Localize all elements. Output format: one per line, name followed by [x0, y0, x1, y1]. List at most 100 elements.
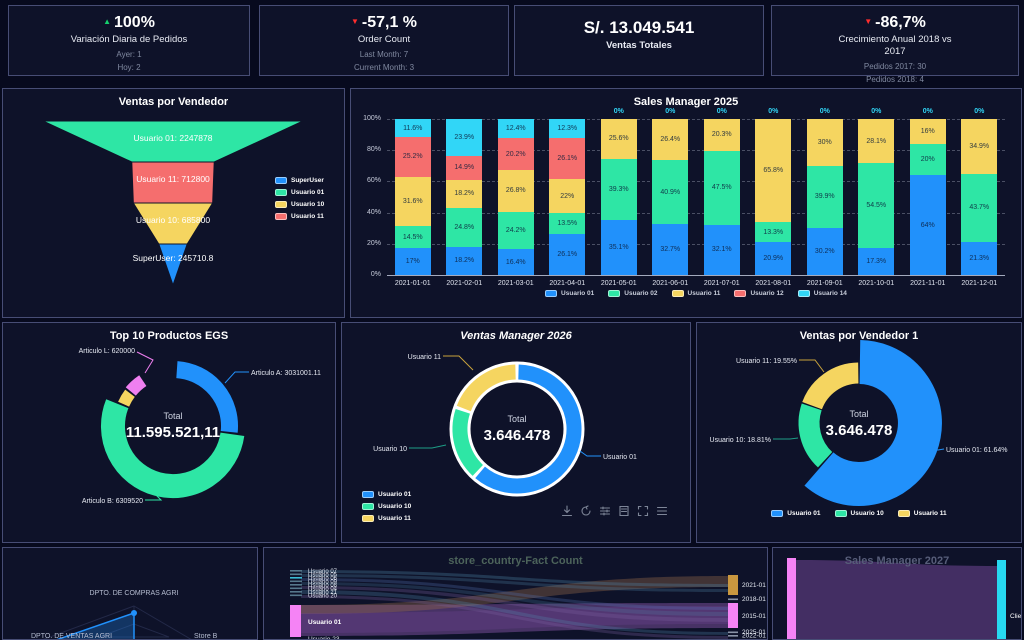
legend-item-Usuario 10[interactable]: Usuario 10	[834, 510, 884, 517]
sankey-flow[interactable]	[301, 574, 728, 592]
bar-segment-Usuario 02[interactable]: 47.5%	[703, 150, 740, 225]
legend-item-Usuario 01[interactable]: Usuario 01	[275, 189, 324, 196]
legend-item-Usuario 11[interactable]: Usuario 11	[362, 515, 411, 522]
radar-series-area[interactable]	[33, 611, 135, 639]
sankey-node-right[interactable]	[997, 560, 1006, 639]
sankey-node-Usuario 06[interactable]	[290, 577, 302, 579]
sankey-node-2025-01[interactable]	[728, 631, 738, 634]
legend-item-Usuario 10[interactable]: Usuario 10	[275, 201, 324, 208]
pie-slice-Usuario 01[interactable]	[804, 340, 942, 506]
fullscreen-icon[interactable]	[637, 505, 649, 517]
bar-segment-Usuario 02[interactable]: 14.5%	[394, 225, 431, 249]
bar-segment-Usuario 02[interactable]: 40.9%	[652, 160, 689, 224]
pie-slice-small[interactable]	[118, 389, 135, 407]
bar-segment-Usuario 02[interactable]: 13.3%	[755, 221, 792, 243]
sankey-node-2015-01[interactable]	[728, 603, 738, 628]
legend-item-Usuario 01[interactable]: Usuario 01	[545, 290, 594, 297]
bar-segment-Usuario 12[interactable]: 25.2%	[394, 137, 431, 177]
sankey-node-2018-01[interactable]	[728, 598, 738, 601]
bar-segment-Usuario 01[interactable]: 35.1%	[600, 220, 637, 275]
bar-segment-Usuario 01[interactable]: 64%	[909, 175, 946, 275]
sankey-node-Usuario 21[interactable]	[290, 591, 302, 593]
pie-slice-Articulo B[interactable]	[101, 399, 245, 499]
bar-segment-Usuario 11[interactable]: 30%	[806, 118, 843, 166]
sankey-flow[interactable]	[301, 578, 728, 610]
pie-slice-Articulo A[interactable]	[175, 361, 239, 433]
bar-segment-Usuario 02[interactable]: 39.9%	[806, 165, 843, 228]
bar-segment-Usuario 11[interactable]: 26.8%	[497, 169, 534, 212]
legend-item-Usuario 11[interactable]: Usuario 11	[897, 510, 947, 517]
pie-slice-Usuario 11[interactable]	[802, 362, 859, 410]
bar-segment-Usuario 02[interactable]: 24.2%	[497, 211, 534, 250]
bar-segment-Usuario 02[interactable]: 20%	[909, 143, 946, 176]
sankey-node-Usuario 08[interactable]	[290, 584, 302, 586]
data-view-icon[interactable]	[618, 505, 630, 517]
bar-segment-Usuario 11[interactable]: 16%	[909, 119, 946, 144]
bar-segment-Usuario 02[interactable]: 13.5%	[549, 213, 586, 235]
bar-segment-Usuario 01[interactable]: 32.1%	[703, 224, 740, 275]
sankey-flow[interactable]	[301, 606, 728, 633]
sankey-node-2021-01[interactable]	[728, 575, 738, 595]
sankey-node-Usuario 04[interactable]	[290, 587, 302, 590]
pie-slice-Usuario 01[interactable]	[475, 364, 582, 494]
bar-segment-Usuario 11[interactable]: 34.9%	[961, 119, 998, 174]
sankey-node-Usuario 05[interactable]	[290, 573, 302, 576]
bar-segment-Usuario 01[interactable]: 26.1%	[549, 234, 586, 275]
sankey-flow[interactable]	[301, 590, 728, 635]
legend-item-Usuario 14[interactable]: Usuario 14	[797, 290, 847, 297]
pie-slice-Usuario 10[interactable]	[452, 408, 484, 476]
pie-slice-Usuario 10[interactable]	[798, 403, 833, 468]
sankey-node-2022-01[interactable]	[728, 635, 738, 637]
radar-data-point[interactable]	[131, 610, 137, 616]
pie-slice-Articulo L[interactable]	[125, 375, 147, 396]
sankey-node-Usuario 07[interactable]	[290, 570, 302, 572]
sankey-node-left[interactable]	[787, 558, 796, 639]
bar-segment-Usuario 02[interactable]: 43.7%	[961, 173, 998, 242]
legend-item-Usuario 01[interactable]: Usuario 01	[362, 491, 411, 498]
bar-segment-Usuario 02[interactable]: 24.8%	[446, 207, 483, 247]
sankey-flow[interactable]	[301, 576, 728, 614]
bar-segment-Usuario 11[interactable]: 18.2%	[446, 179, 483, 208]
legend-item-Usuario 11[interactable]: Usuario 11	[275, 213, 324, 220]
menu-icon[interactable]	[656, 505, 668, 517]
bar-segment-Usuario 11[interactable]: 22%	[549, 178, 586, 214]
legend-item-Usuario 10[interactable]: Usuario 10	[362, 503, 411, 510]
legend-item-Usuario 02[interactable]: Usuario 02	[608, 290, 658, 297]
bar-segment-Usuario 12[interactable]: 26.1%	[549, 138, 586, 179]
bar-segment-Usuario 01[interactable]: 21.3%	[961, 241, 998, 275]
bar-segment-Usuario 02[interactable]: 54.5%	[858, 162, 895, 248]
bar-segment-Usuario 01[interactable]: 16.4%	[497, 249, 534, 275]
sankey-node-Usuario 01[interactable]	[290, 605, 301, 637]
download-icon[interactable]	[561, 505, 573, 517]
sankey-flow[interactable]	[301, 570, 728, 587]
bar-segment-Usuario 11[interactable]: 31.6%	[394, 176, 431, 226]
bar-segment-Usuario 02[interactable]: 39.3%	[600, 158, 637, 221]
bar-segment-Usuario 14[interactable]: 12.4%	[497, 119, 534, 139]
bar-segment-Usuario 11[interactable]: 26.4%	[652, 119, 689, 161]
legend-item-Usuario 01[interactable]: Usuario 01	[771, 510, 821, 517]
bar-segment-Usuario 01[interactable]: 18.2%	[446, 246, 483, 275]
bar-segment-Usuario 14[interactable]: 23.9%	[446, 119, 483, 157]
sankey-flow[interactable]	[796, 560, 997, 639]
bar-segment-Usuario 14[interactable]: 11.6%	[394, 119, 431, 138]
bar-segment-Usuario 01[interactable]: 17%	[394, 248, 431, 275]
bar-segment-Usuario 12[interactable]: 14.9%	[446, 156, 483, 180]
legend-item-Usuario 11[interactable]: Usuario 11	[671, 290, 720, 297]
bar-segment-Usuario 11[interactable]: 20.3%	[703, 119, 740, 151]
sankey-flow[interactable]	[301, 595, 728, 639]
legend-item-SuperUser[interactable]: SuperUser	[275, 177, 324, 184]
bar-segment-Usuario 12[interactable]: 20.2%	[497, 138, 534, 170]
sankey-flow[interactable]	[301, 582, 728, 616]
bar-segment-Usuario 11[interactable]: 65.8%	[755, 119, 792, 222]
bar-segment-Usuario 01[interactable]: 20.9%	[755, 242, 792, 275]
bar-segment-Usuario 01[interactable]: 30.2%	[806, 227, 843, 275]
sankey-flow[interactable]	[301, 586, 728, 622]
bar-segment-Usuario 14[interactable]: 12.3%	[549, 119, 586, 139]
bar-segment-Usuario 11[interactable]: 28.1%	[858, 119, 895, 163]
bar-segment-Usuario 11[interactable]: 25.6%	[600, 119, 637, 159]
legend-item-Usuario 12[interactable]: Usuario 12	[734, 290, 784, 297]
restore-icon[interactable]	[580, 505, 592, 517]
funnel-segment-SuperUser[interactable]	[158, 243, 188, 287]
bar-segment-Usuario 01[interactable]: 17.3%	[858, 248, 895, 275]
sankey-node-Usuario 09[interactable]	[290, 580, 302, 583]
